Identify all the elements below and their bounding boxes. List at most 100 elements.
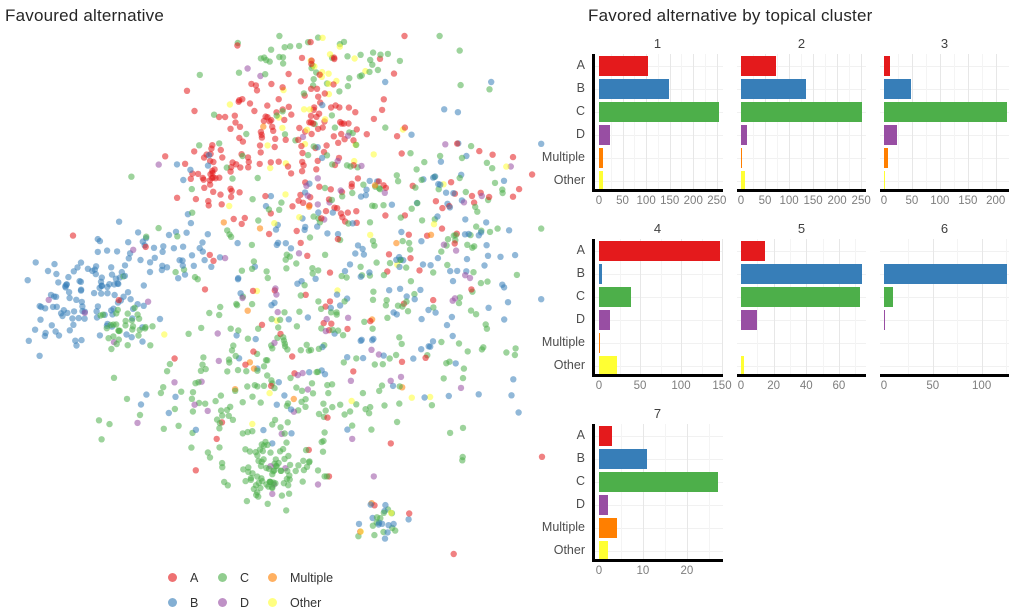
facet-cluster-5: 5 0 20 40 60 <box>737 221 866 393</box>
tick-label: 10 <box>636 565 650 577</box>
gridline <box>806 239 808 374</box>
bar-d <box>884 124 897 145</box>
gridline <box>634 54 636 189</box>
legend-label-d: D <box>240 595 250 610</box>
facet-cluster-7: 7 A B C D Multiple Other 0 10 20 <box>540 406 723 578</box>
tick-label: 0 <box>595 380 603 392</box>
gridline <box>813 54 815 189</box>
bar-multiple <box>884 147 888 168</box>
tick-label: 200 <box>827 195 847 207</box>
legend-dot-multiple-icon <box>268 573 277 582</box>
x-axis: 0 50 100 150 <box>592 377 732 393</box>
gridline <box>737 342 866 344</box>
legend-dot-a-icon <box>168 573 177 582</box>
legend-item-other: Other <box>268 590 378 614</box>
bar-chart-title: Favored alternative by topical cluster <box>588 6 873 25</box>
bar-c <box>884 101 1007 122</box>
category-label-d: D <box>575 497 585 511</box>
bar-multiple <box>599 332 600 353</box>
gridline <box>967 54 969 189</box>
bar-multiple <box>741 147 742 168</box>
legend-dot-other-icon <box>268 598 277 607</box>
gridline <box>657 54 659 189</box>
facet-cluster-6: 6 0 50 100 <box>880 221 1009 393</box>
gridline <box>716 54 718 189</box>
gridline <box>595 527 723 529</box>
tick-label: 150 <box>958 195 978 207</box>
bar-a <box>599 240 721 261</box>
tick-label: 0 <box>880 380 888 392</box>
facet-label: 4 <box>653 221 662 236</box>
tick-label: 200 <box>683 195 703 207</box>
facet-panel <box>880 54 1009 192</box>
tick-label: 0 <box>595 195 603 207</box>
gridline <box>619 239 621 374</box>
category-label-b: B <box>576 81 585 95</box>
tick-label: 250 <box>851 195 871 207</box>
gridline <box>981 239 983 374</box>
facet-panel <box>880 239 1009 377</box>
gridline <box>693 54 695 189</box>
legend-item-c: C <box>218 565 268 590</box>
legend-label-other: Other <box>290 595 322 610</box>
tick-label: 200 <box>986 195 1006 207</box>
facet-cluster-1: 1 A B C D Multiple Other 0 50 100 150 200 250 <box>540 36 726 208</box>
bar-b <box>599 448 648 469</box>
category-label-b: B <box>576 451 585 465</box>
tick-label: 50 <box>616 195 629 207</box>
tick-label: 40 <box>799 380 813 392</box>
gridline <box>595 550 723 552</box>
gridline <box>622 54 624 189</box>
gridline <box>681 239 682 374</box>
gridline <box>925 54 927 189</box>
bar-c <box>599 101 720 122</box>
gridline <box>880 65 1009 67</box>
gridline <box>640 239 641 374</box>
x-axis: 0 50 100 <box>880 377 1009 393</box>
gridline <box>681 54 683 189</box>
gridline <box>953 54 955 189</box>
gridline <box>861 54 863 189</box>
bar-c <box>884 286 893 307</box>
gridline <box>595 319 723 321</box>
bar-d <box>741 124 747 145</box>
category-label-other: Other <box>553 358 585 372</box>
tick-label: 50 <box>633 380 647 392</box>
bar-c <box>599 286 631 307</box>
tick-label: 50 <box>926 380 940 392</box>
bar-d <box>599 124 611 145</box>
x-axis: 0 50 100 150 200 <box>880 192 1009 208</box>
gridline <box>664 424 666 559</box>
category-axis-labels: A B C D Multiple Other <box>540 54 592 192</box>
gridline <box>595 134 723 136</box>
bar-other <box>599 355 618 374</box>
tick-label: 100 <box>671 380 691 392</box>
facet-grid: 1 A B C D Multiple Other 0 50 100 150 200 250 2 0 50 100… <box>540 36 1009 578</box>
tick-label: 100 <box>779 195 799 207</box>
tick-label: 50 <box>758 195 772 207</box>
gridline <box>880 319 1009 321</box>
legend-item-d: D <box>218 590 268 614</box>
gridline <box>825 54 827 189</box>
facet-label: 5 <box>797 221 806 236</box>
bar-a <box>741 240 766 261</box>
bar-other <box>599 540 608 559</box>
legend-dot-d-icon <box>218 598 227 607</box>
category-label-a: A <box>576 58 585 72</box>
bar-d <box>599 309 610 330</box>
bar-b <box>741 78 807 99</box>
category-axis-labels: A B C D Multiple Other <box>540 424 592 562</box>
gridline <box>669 54 671 189</box>
facet-label: 7 <box>653 406 662 421</box>
gridline <box>880 342 1009 344</box>
bar-multiple <box>599 147 603 168</box>
bar-c <box>599 471 718 492</box>
bar-b <box>599 263 603 284</box>
gridline <box>595 458 723 460</box>
bar-a <box>599 425 613 446</box>
gridline <box>880 180 1009 182</box>
facet-label: 1 <box>653 36 662 51</box>
facet-cluster-4: 4 A B C D Multiple Other 0 50 100 150 <box>540 221 732 393</box>
tick-label: 150 <box>712 380 732 392</box>
